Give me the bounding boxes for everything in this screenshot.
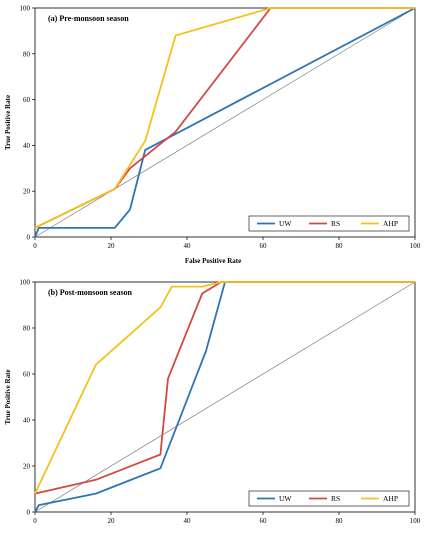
x-tick-label: 100: [410, 517, 421, 525]
legend-box: [248, 490, 410, 507]
x-axis-label: False Positive Rate: [185, 257, 241, 265]
legend-label-ahp: AHP: [383, 494, 398, 503]
y-tick-label: 20: [23, 188, 31, 196]
y-tick-label: 60: [23, 371, 31, 379]
x-tick-label: 0: [33, 517, 37, 525]
chart-panel-a: 0 20 40 60 80 100 0 20 40 60 80 100 False Positive R…: [4, 5, 421, 266]
x-tick-label: 20: [108, 242, 116, 250]
x-tick-label: 80: [336, 242, 344, 250]
y-tick-label: 40: [23, 417, 31, 425]
x-tick-label: 40: [184, 517, 192, 525]
reference-diagonal-line: [34, 7, 416, 238]
y-tick-label: 0: [27, 234, 31, 242]
y-axis-label: True Positive Rate: [4, 369, 12, 424]
x-tick-label: 100: [410, 242, 421, 250]
x-tick-label: 40: [184, 242, 192, 250]
legend-label-rs: RS: [331, 494, 340, 503]
legend-label-rs: RS: [331, 219, 340, 228]
x-tick-label: 60: [260, 517, 268, 525]
chart-panel-b: 0 20 40 60 80 100 0 20 40 60 80 100 True Positive Ra…: [4, 279, 421, 526]
y-tick-label: 80: [23, 325, 31, 333]
y-tick-label: 40: [23, 142, 31, 150]
y-tick-label: 80: [23, 50, 31, 58]
chart-title: (a) Pre-monsoon season: [48, 14, 129, 23]
y-tick-label: 100: [20, 5, 31, 13]
x-tick-label: 80: [336, 517, 344, 525]
legend: UW RS AHP: [248, 490, 410, 507]
series-line-ahp: [34, 281, 415, 494]
x-tick-label: 20: [108, 517, 116, 525]
x-tick-label: 60: [260, 242, 268, 250]
series-line-ahp: [34, 7, 415, 229]
legend: UW RS AHP: [248, 215, 410, 232]
chart-title: (b) Post-monsoon season: [48, 288, 133, 297]
y-axis-label: True Positive Rate: [4, 95, 12, 150]
y-tick-label: 0: [27, 509, 31, 517]
series-line-uw: [34, 7, 416, 238]
y-tick-label: 60: [23, 96, 31, 104]
y-tick-label: 100: [20, 279, 31, 287]
reference-diagonal-line: [34, 281, 416, 513]
y-tick-label: 20: [23, 463, 31, 471]
legend-label-ahp: AHP: [383, 219, 398, 228]
legend-box: [248, 215, 410, 232]
x-tick-label: 0: [33, 242, 37, 250]
legend-label-uw: UW: [279, 494, 292, 503]
legend-label-uw: UW: [279, 219, 292, 228]
